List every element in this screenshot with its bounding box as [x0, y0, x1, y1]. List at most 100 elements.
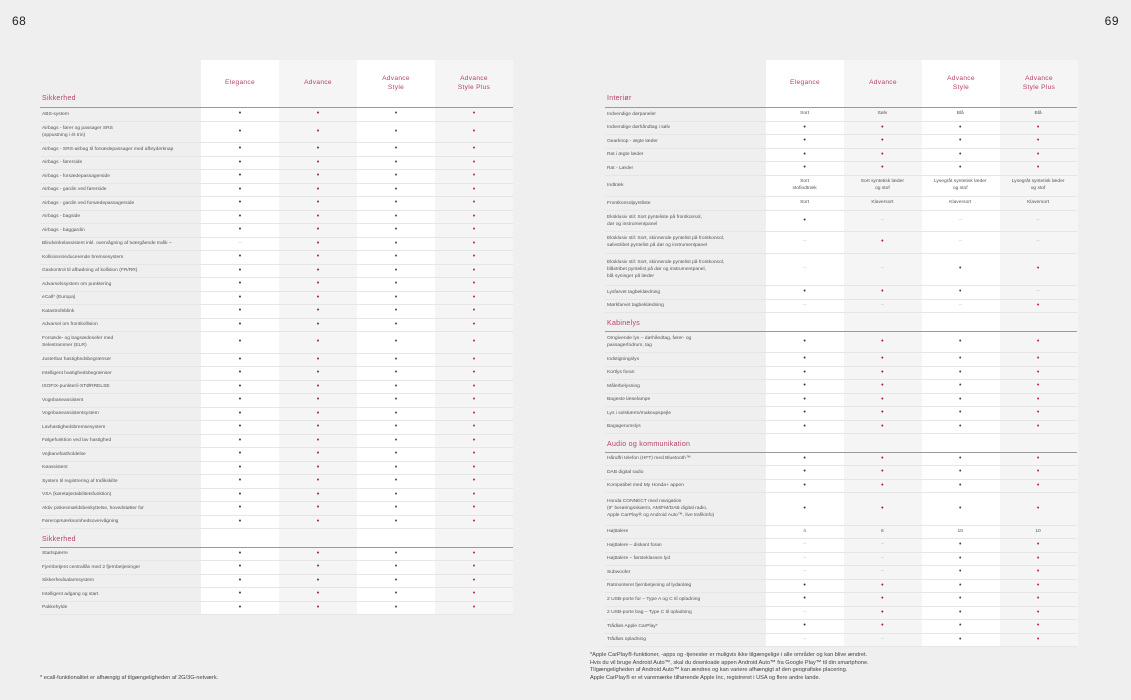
included-dot-icon: •: [394, 145, 398, 152]
included-dot-icon: •: [472, 226, 476, 233]
table-row: Indtræk Sort stofindtræk Sort syntetisk læ…: [605, 176, 1077, 197]
row-label: Forsæde- og bagsædeseler med Selestramme…: [42, 336, 114, 349]
included-dot-icon: •: [394, 212, 398, 220]
row-label: Lys i solskærm/makeupspejle: [607, 410, 671, 416]
cell-value: Sort: [800, 111, 810, 116]
included-dot-icon: •: [472, 239, 476, 247]
included-dot-icon: •: [394, 185, 398, 193]
included-dot-icon: •: [959, 355, 962, 362]
included-dot-icon: •: [394, 409, 398, 417]
included-dot-icon: •: [394, 110, 398, 117]
included-dot-icon: •: [803, 123, 806, 131]
not-available-dash: –: [958, 217, 962, 223]
included-dot-icon: •: [316, 396, 320, 403]
included-dot-icon: •: [394, 369, 398, 376]
included-dot-icon: •: [472, 382, 476, 390]
table-row: Mørkfarvet tagbeklædning – – – •: [605, 300, 1077, 313]
included-dot-icon: •: [238, 338, 242, 345]
included-dot-icon: •: [394, 504, 398, 511]
included-dot-icon: •: [959, 541, 962, 548]
included-dot-icon: •: [472, 369, 476, 376]
included-dot-icon: •: [238, 590, 242, 597]
column-header-advance: Advance: [869, 79, 897, 87]
table-row: Højttalere – førsteklasses lyd – – • •: [605, 553, 1077, 566]
column-header-elegance: Elegance: [225, 79, 255, 87]
row-label: 2 USB-porte for – Type A og C til opladn…: [607, 596, 701, 602]
row-label: Lysfarvet tagbeklædning: [607, 289, 661, 295]
row-label: ISOFIX-punkter/i-STØRRELSE: [42, 384, 110, 390]
row-label: Eksklusiv stil: Sort, skinnende pyntelis…: [607, 236, 725, 249]
table-row: Trådløs opladning – – • •: [605, 634, 1077, 647]
table-row: Køassistent • • • •: [40, 462, 513, 475]
included-dot-icon: •: [394, 355, 398, 363]
included-dot-icon: •: [394, 253, 398, 260]
included-dot-icon: •: [881, 581, 884, 589]
included-dot-icon: •: [881, 409, 884, 416]
table-row: Målerbelysning • • • •: [605, 380, 1077, 394]
included-dot-icon: •: [959, 123, 962, 131]
included-dot-icon: •: [803, 382, 806, 389]
cell-value: 6: [881, 528, 884, 534]
included-dot-icon: •: [316, 463, 320, 471]
row-label: Gearknop - ægte læder: [607, 138, 658, 144]
included-dot-icon: •: [238, 266, 242, 274]
table-row: Subwoofer – – • •: [605, 566, 1077, 580]
table-header: Elegance Advance Advance Style Advance Styl…: [40, 60, 513, 108]
column-background: [357, 60, 435, 615]
table-row: Airbags - førerside • • • •: [40, 157, 513, 170]
not-available-dash: –: [1036, 217, 1040, 223]
included-dot-icon: •: [316, 450, 320, 457]
not-available-dash: –: [881, 217, 884, 223]
included-dot-icon: •: [316, 307, 320, 314]
row-label: Airbags - fører og passager SRS (oppustn…: [42, 125, 113, 138]
included-dot-icon: •: [394, 396, 398, 403]
included-dot-icon: •: [238, 463, 242, 471]
included-dot-icon: •: [394, 280, 398, 287]
row-label: Airbags - bagside: [42, 214, 81, 220]
included-dot-icon: •: [394, 382, 398, 390]
row-label: ABS-system: [42, 111, 69, 117]
table-row: Eksklusiv stil: Sort, skinnende pyntelis…: [605, 232, 1077, 254]
not-available-dash: –: [958, 239, 962, 244]
row-label: Indstigningslys: [607, 356, 640, 362]
row-label: Indvendige dørhåndtag i sølv: [607, 125, 671, 131]
included-dot-icon: •: [238, 199, 242, 206]
included-dot-icon: •: [472, 307, 476, 314]
included-dot-icon: •: [881, 164, 884, 171]
included-dot-icon: •: [959, 468, 962, 475]
included-dot-icon: •: [1036, 164, 1040, 171]
included-dot-icon: •: [472, 504, 476, 511]
not-available-dash: –: [803, 636, 806, 642]
included-dot-icon: •: [238, 307, 242, 314]
column-background: [1000, 60, 1078, 647]
included-dot-icon: •: [394, 590, 398, 597]
table-row: Indstigningslys • • • •: [605, 353, 1077, 367]
included-dot-icon: •: [881, 595, 884, 602]
cell-value: Klaversort: [1027, 200, 1050, 205]
table-row: Aktiv piskesmældsbeskyttelse, hovedstøtt…: [40, 502, 513, 516]
table-row: Lysfarvet tagbeklædning • • • –: [605, 286, 1077, 300]
included-dot-icon: •: [1036, 622, 1040, 629]
not-available-dash: –: [803, 239, 806, 244]
table-row: Airbags - gardin ved førerside • • • •: [40, 184, 513, 197]
table-row: Advarsel om frontkollision • • • •: [40, 319, 513, 332]
column-header-advance: Advance: [304, 79, 332, 87]
row-label: Indvendige dørpaneler: [607, 111, 656, 117]
not-available-dash: –: [803, 609, 806, 615]
section-title: Kabinelys: [607, 319, 641, 327]
row-label: Indtræk: [607, 183, 624, 189]
included-dot-icon: •: [1036, 608, 1040, 616]
included-dot-icon: •: [472, 490, 476, 498]
cell-value: Lysegråt syntetisk læder og stof: [933, 179, 987, 191]
included-dot-icon: •: [394, 563, 398, 570]
table-row: Kompatibel med My Honda+ appen • • • •: [605, 480, 1077, 493]
included-dot-icon: •: [803, 504, 806, 512]
table-row: Eksklusiv stil: Sort, skinnende pyntelis…: [605, 254, 1077, 286]
included-dot-icon: •: [1036, 422, 1040, 430]
included-dot-icon: •: [959, 635, 962, 643]
row-label: Trådløs opladning: [607, 637, 646, 643]
included-dot-icon: •: [472, 212, 476, 220]
column-background: [922, 60, 1000, 647]
included-dot-icon: •: [1036, 368, 1040, 376]
row-label: Blindvinkelassistent inkl. overvågning a…: [42, 241, 172, 247]
